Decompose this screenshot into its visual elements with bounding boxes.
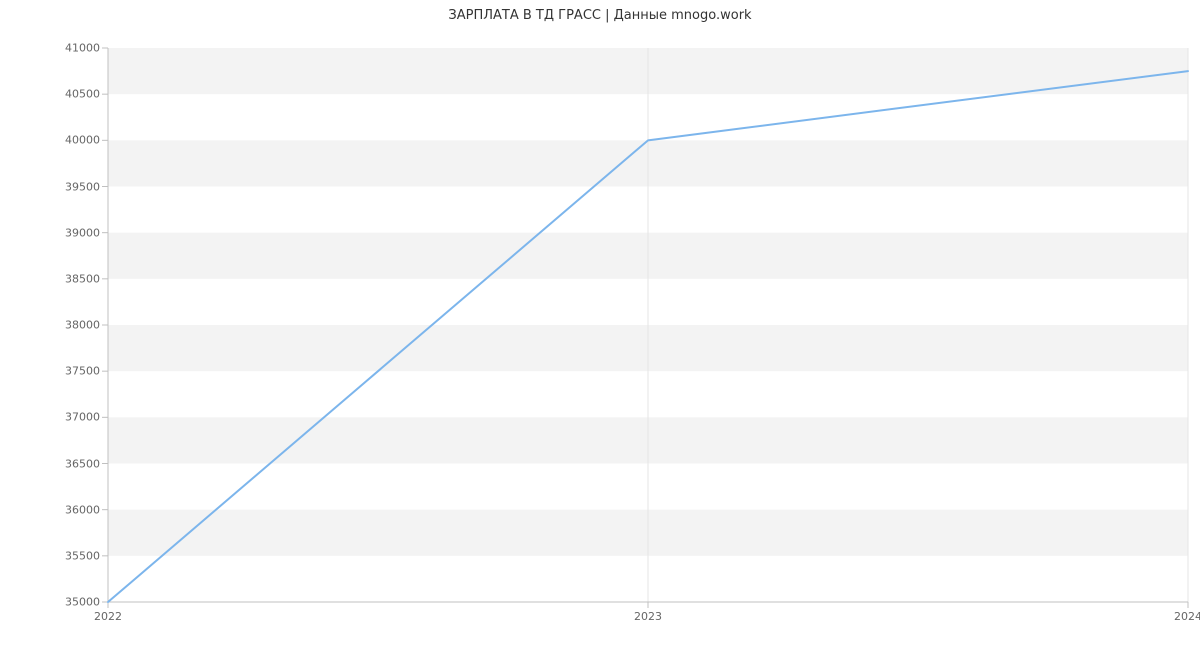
y-tick-label: 40500 bbox=[65, 88, 108, 101]
y-tick-label: 39500 bbox=[65, 180, 108, 193]
y-tick-label: 37000 bbox=[65, 411, 108, 424]
y-tick-label: 37500 bbox=[65, 365, 108, 378]
salary-line-chart: ЗАРПЛАТА В ТД ГРАСС | Данные mnogo.work … bbox=[0, 0, 1200, 650]
y-tick-label: 41000 bbox=[65, 42, 108, 55]
x-tick-label: 2023 bbox=[634, 602, 662, 623]
plot-area: 3500035500360003650037000375003800038500… bbox=[108, 48, 1188, 602]
y-tick-label: 35500 bbox=[65, 549, 108, 562]
y-tick-label: 40000 bbox=[65, 134, 108, 147]
y-tick-label: 38500 bbox=[65, 272, 108, 285]
y-tick-label: 38000 bbox=[65, 319, 108, 332]
chart-svg bbox=[108, 48, 1188, 602]
y-tick-label: 36000 bbox=[65, 503, 108, 516]
y-tick-label: 39000 bbox=[65, 226, 108, 239]
x-tick-label: 2022 bbox=[94, 602, 122, 623]
x-tick-label: 2024 bbox=[1174, 602, 1200, 623]
y-tick-label: 36500 bbox=[65, 457, 108, 470]
chart-title: ЗАРПЛАТА В ТД ГРАСС | Данные mnogo.work bbox=[0, 8, 1200, 23]
